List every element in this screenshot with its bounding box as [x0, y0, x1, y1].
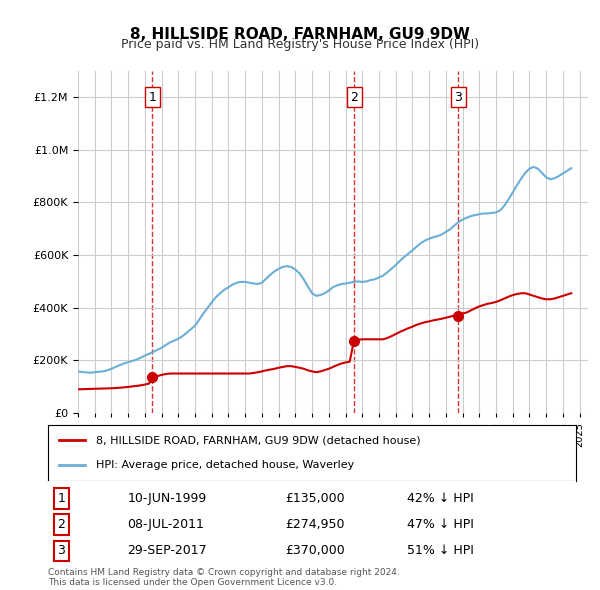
Text: £370,000: £370,000: [286, 545, 346, 558]
Text: 29-SEP-2017: 29-SEP-2017: [127, 545, 207, 558]
Text: 51% ↓ HPI: 51% ↓ HPI: [407, 545, 474, 558]
Text: 1: 1: [148, 91, 156, 104]
Text: 08-JUL-2011: 08-JUL-2011: [127, 518, 204, 531]
Text: 42% ↓ HPI: 42% ↓ HPI: [407, 492, 474, 505]
Text: 8, HILLSIDE ROAD, FARNHAM, GU9 9DW (detached house): 8, HILLSIDE ROAD, FARNHAM, GU9 9DW (deta…: [95, 435, 420, 445]
Text: 2: 2: [350, 91, 358, 104]
Text: This data is licensed under the Open Government Licence v3.0.: This data is licensed under the Open Gov…: [48, 578, 337, 587]
Text: £135,000: £135,000: [286, 492, 345, 505]
Text: £274,950: £274,950: [286, 518, 345, 531]
Text: 47% ↓ HPI: 47% ↓ HPI: [407, 518, 474, 531]
Text: HPI: Average price, detached house, Waverley: HPI: Average price, detached house, Wave…: [95, 460, 354, 470]
Text: Price paid vs. HM Land Registry's House Price Index (HPI): Price paid vs. HM Land Registry's House …: [121, 38, 479, 51]
Text: 3: 3: [57, 545, 65, 558]
Text: 2: 2: [57, 518, 65, 531]
Text: 8, HILLSIDE ROAD, FARNHAM, GU9 9DW: 8, HILLSIDE ROAD, FARNHAM, GU9 9DW: [130, 27, 470, 41]
Text: 10-JUN-1999: 10-JUN-1999: [127, 492, 206, 505]
Text: 1: 1: [57, 492, 65, 505]
Text: Contains HM Land Registry data © Crown copyright and database right 2024.: Contains HM Land Registry data © Crown c…: [48, 568, 400, 576]
Text: 3: 3: [454, 91, 463, 104]
